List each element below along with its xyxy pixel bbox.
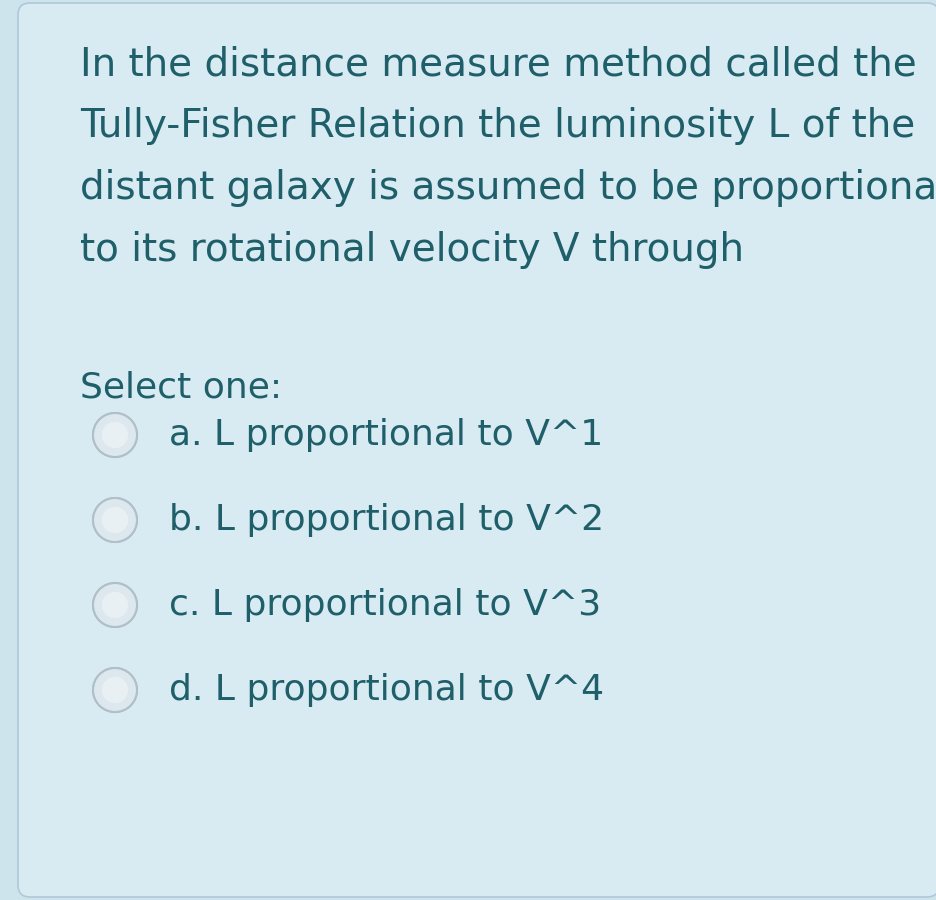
Circle shape <box>102 592 128 618</box>
Text: distant galaxy is assumed to be proportional: distant galaxy is assumed to be proporti… <box>80 169 936 207</box>
Text: In the distance measure method called the: In the distance measure method called th… <box>80 45 915 83</box>
Text: Tully-Fisher Relation the luminosity L of the: Tully-Fisher Relation the luminosity L o… <box>80 107 914 145</box>
Circle shape <box>93 668 137 712</box>
Text: a. L proportional to V^1: a. L proportional to V^1 <box>168 418 603 452</box>
Text: Select one:: Select one: <box>80 370 282 404</box>
Circle shape <box>93 583 137 627</box>
Circle shape <box>92 582 138 628</box>
Circle shape <box>102 677 128 703</box>
Text: c. L proportional to V^3: c. L proportional to V^3 <box>168 588 601 622</box>
Circle shape <box>102 422 128 448</box>
Circle shape <box>93 413 137 457</box>
Circle shape <box>102 507 128 533</box>
Circle shape <box>93 498 137 542</box>
Text: b. L proportional to V^2: b. L proportional to V^2 <box>168 503 604 537</box>
Circle shape <box>92 497 138 543</box>
FancyBboxPatch shape <box>18 3 936 897</box>
Circle shape <box>92 667 138 713</box>
Circle shape <box>92 412 138 458</box>
Text: d. L proportional to V^4: d. L proportional to V^4 <box>168 673 604 707</box>
Text: to its rotational velocity V through: to its rotational velocity V through <box>80 231 743 269</box>
